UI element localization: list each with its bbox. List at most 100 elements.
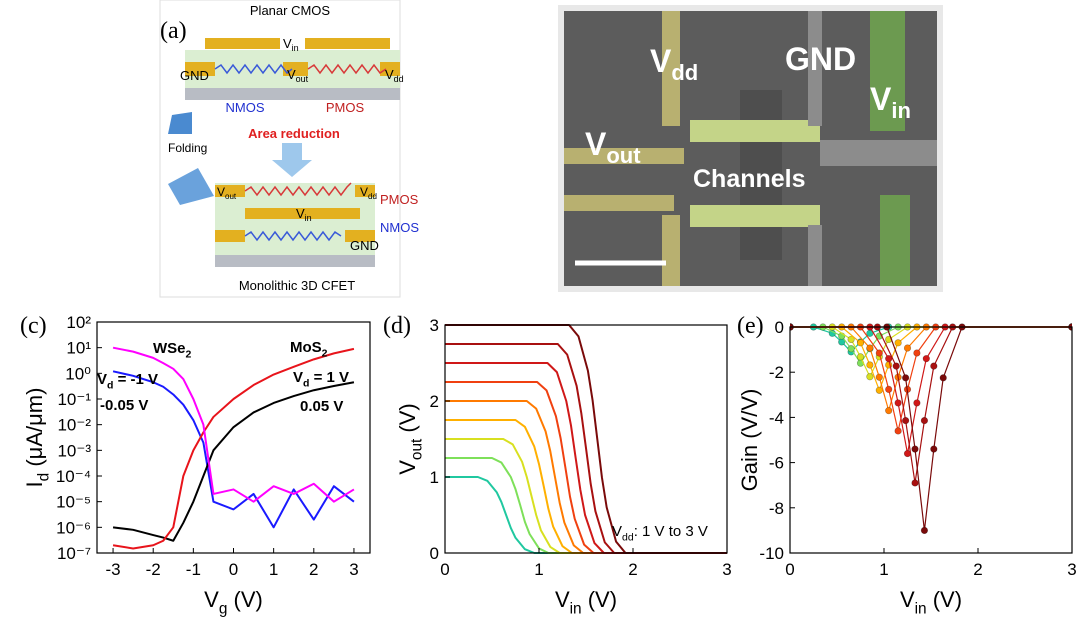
- text-part: out: [409, 438, 426, 460]
- annotation: -0.05 V: [100, 397, 148, 414]
- label: GND: [785, 41, 856, 77]
- label: PMOS: [326, 100, 365, 115]
- text-part: 2: [186, 349, 192, 361]
- channel: [690, 205, 820, 227]
- electrode: [880, 195, 910, 286]
- text-part: V: [204, 587, 219, 612]
- data-point: [911, 479, 919, 487]
- text-part: dd: [622, 532, 634, 544]
- plot-area: [790, 327, 1072, 553]
- x-tick-label: -2: [146, 560, 161, 579]
- panel-label: (e): [737, 313, 764, 339]
- y-tick-label: 0: [775, 318, 784, 337]
- data-point: [875, 386, 883, 394]
- panel-label: (d): [383, 313, 411, 339]
- text-part: V: [293, 369, 303, 386]
- label: Vdd: [650, 43, 698, 85]
- data-point: [866, 361, 874, 369]
- axes-frame: [789, 326, 1073, 554]
- data-point: [903, 344, 912, 352]
- data-line: [445, 324, 727, 554]
- y-tick-label: 10⁻⁴: [56, 467, 91, 486]
- data-point: [856, 353, 865, 361]
- contact: [345, 230, 375, 242]
- label: Vout: [217, 185, 237, 201]
- x-tick-label: 3: [722, 560, 731, 579]
- y-tick-label: 10⁻⁵: [56, 493, 91, 512]
- y-tick-label: -4: [769, 408, 784, 427]
- data-point: [922, 355, 930, 363]
- annotation: MoS2: [290, 339, 328, 360]
- annotation: Vd = -1 V: [97, 371, 158, 392]
- x-axis-label: Vin (V): [555, 587, 617, 618]
- y-tick-label: 10¹: [66, 339, 91, 358]
- y-tick-label: 10⁻¹: [57, 390, 91, 409]
- text-part: = 1 V: [309, 369, 349, 386]
- fold-icon: [168, 112, 192, 134]
- text-part: (V): [927, 587, 962, 612]
- label: NMOS: [380, 220, 419, 235]
- text-part: = -1 V: [113, 371, 158, 388]
- y-tick-label: 10⁻²: [57, 416, 91, 435]
- contact: [380, 62, 400, 76]
- data-point: [847, 335, 855, 344]
- data-point: [913, 399, 921, 407]
- x-tick-label: 1: [879, 560, 888, 579]
- y-tick-label: 3: [430, 316, 439, 335]
- x-tick-label: 3: [1067, 560, 1076, 579]
- data-point: [902, 374, 910, 382]
- substrate: [215, 255, 375, 267]
- x-tick-label: 1: [534, 560, 543, 579]
- title: Planar CMOS: [250, 3, 331, 18]
- data-point: [847, 345, 855, 353]
- data-line: [445, 362, 727, 554]
- label: Vout: [287, 67, 309, 84]
- text-part: MoS: [290, 339, 322, 356]
- x-tick-label: 2: [973, 560, 982, 579]
- fold-icon: [168, 168, 214, 205]
- text-part: (μA/μm): [22, 388, 47, 473]
- x-tick-label: -1: [186, 560, 201, 579]
- data-point: [866, 344, 874, 352]
- contact: [185, 62, 215, 76]
- text-part: V: [612, 523, 622, 540]
- panel-label: (c): [20, 313, 47, 339]
- data-line: [445, 400, 727, 554]
- label: GND: [350, 238, 379, 253]
- data-point: [885, 385, 893, 393]
- data-point: [875, 373, 883, 381]
- text-part: V: [900, 587, 915, 612]
- x-tick-label: 0: [440, 560, 449, 579]
- label: GND: [180, 68, 209, 83]
- data-point: [875, 349, 883, 357]
- data-line: [112, 347, 355, 550]
- y-tick-label: 10⁻³: [57, 441, 91, 460]
- electrode: [820, 140, 937, 166]
- data-point: [885, 407, 893, 415]
- axes-frame: [444, 324, 728, 554]
- label: Vdd: [360, 185, 377, 201]
- label: Vin: [296, 206, 312, 223]
- electrode: [870, 11, 905, 131]
- label: Vdd: [385, 67, 404, 84]
- channel: [214, 63, 293, 75]
- text-part: WSe: [153, 340, 186, 357]
- data-point: [894, 399, 902, 407]
- label: Vin: [870, 81, 911, 123]
- text-part: d: [36, 473, 53, 482]
- text-part: d: [107, 380, 113, 392]
- text-part: V: [395, 460, 420, 475]
- caption: Monolithic 3D CFET: [239, 278, 355, 293]
- data-point: [930, 362, 938, 370]
- channel: [690, 120, 820, 142]
- data-point: [866, 373, 874, 381]
- data-line: [112, 370, 355, 529]
- label: Channels: [693, 165, 806, 193]
- y-tick-label: 2: [430, 392, 439, 411]
- y-axis-label: Vout (V): [395, 403, 426, 475]
- contact: [215, 185, 245, 197]
- contact: [355, 185, 375, 197]
- annotation: WSe2: [153, 340, 192, 361]
- panel-a: (a) Planar CMOS Vin GND Vout Vdd NMOS PM…: [159, 0, 419, 298]
